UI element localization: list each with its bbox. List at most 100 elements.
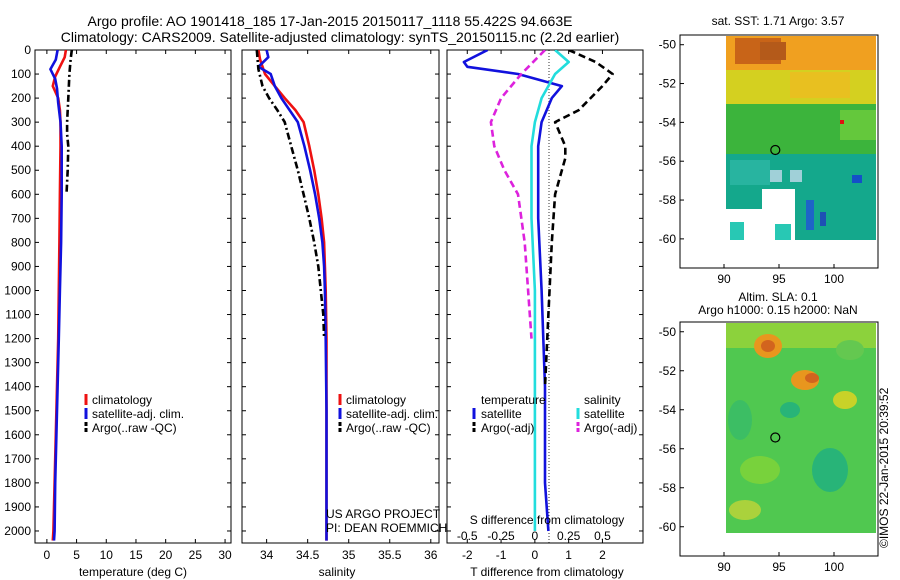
x-tick-label: 34.5 bbox=[296, 548, 320, 562]
s-tick-label: 0.25 bbox=[557, 529, 581, 543]
x-tick-label: 20 bbox=[159, 548, 173, 562]
difference-panel: -2 -1 0 1 2 -0.5 -0.25 0 0.25 0.5 S difference f… bbox=[446, 49, 644, 579]
salinity-panel: 34 34.5 35 35.5 36 salinity climatology sate… bbox=[241, 49, 447, 579]
y-tick-label: 1500 bbox=[4, 404, 31, 418]
y-tick-label: 2000 bbox=[4, 524, 31, 538]
x-tick-label: 15 bbox=[129, 548, 143, 562]
lat-tick-label: -58 bbox=[659, 193, 677, 207]
sla-map-lon-axis: 90 95 100 bbox=[717, 552, 844, 574]
salinity-axis: 34 34.5 35 35.5 36 bbox=[260, 50, 438, 562]
lat-tick-label: -56 bbox=[659, 154, 677, 168]
y-tick-label: 1700 bbox=[4, 452, 31, 466]
y-tick-label: 1300 bbox=[4, 356, 31, 370]
x-tick-label: 36 bbox=[424, 548, 438, 562]
sst-map-title: sat. SST: 1.71 Argo: 3.57 bbox=[712, 14, 845, 28]
salinity-xlabel: salinity bbox=[319, 565, 356, 579]
temperature-series bbox=[49, 50, 74, 541]
legend-label-climatology: climatology bbox=[92, 393, 152, 407]
lat-tick-label: -54 bbox=[659, 115, 677, 129]
difference-legend: temperature salinity satellite Argo(-adj… bbox=[472, 393, 637, 435]
legend-label-satellite: satellite-adj. clim. bbox=[346, 407, 438, 421]
sst-map-lat-axis: -50 -52 -54 -56 -58 -60 bbox=[659, 38, 684, 246]
legend-label-sal-argo: Argo(-adj) bbox=[584, 421, 637, 435]
temperature-plot-frame bbox=[34, 49, 232, 544]
y-tick-label: 1200 bbox=[4, 332, 31, 346]
difference-series bbox=[462, 50, 614, 532]
legend-title-temperature: temperature bbox=[481, 393, 546, 407]
x-tick-label: -1 bbox=[496, 548, 507, 562]
salinity-legend: climatology satellite-adj. clim. Argo(..… bbox=[338, 393, 438, 435]
y-tick-label: 100 bbox=[11, 67, 31, 81]
y-tick-label: 1600 bbox=[4, 428, 31, 442]
x-tick-label: 25 bbox=[189, 548, 203, 562]
x-tick-label: 1 bbox=[565, 548, 572, 562]
difference-depth-ticks bbox=[447, 49, 643, 532]
imos-timestamp: ©IMOS 22-Jan-2015 20:39:52 bbox=[877, 387, 891, 548]
legend-label-satellite: satellite-adj. clim. bbox=[92, 407, 184, 421]
temperature-axis: 0 5 10 15 20 25 30 bbox=[44, 50, 232, 562]
sla-map-title-line2: Argo h1000: 0.15 h2000: NaN bbox=[698, 303, 857, 317]
salinity-plot-frame bbox=[241, 49, 440, 544]
s-tick-label: 0.5 bbox=[594, 529, 611, 543]
lon-tick-label: 90 bbox=[717, 560, 731, 574]
project-annotation: US ARGO PROJECT bbox=[326, 507, 441, 521]
x-tick-label: 2 bbox=[599, 548, 606, 562]
t-difference-label: T difference from climatology bbox=[470, 565, 624, 579]
lat-tick-label: -52 bbox=[659, 77, 677, 91]
x-tick-label: 10 bbox=[100, 548, 114, 562]
sla-map-field bbox=[726, 323, 876, 533]
s-tick-label: -0.5 bbox=[457, 529, 478, 543]
x-tick-label: 35.5 bbox=[378, 548, 402, 562]
lon-tick-label: 90 bbox=[717, 272, 731, 286]
s-tick-label: -0.25 bbox=[487, 529, 515, 543]
x-tick-label: 34 bbox=[260, 548, 274, 562]
y-tick-label: 900 bbox=[11, 259, 31, 273]
lat-tick-label: -50 bbox=[659, 38, 677, 52]
series-line bbox=[255, 50, 326, 339]
lat-tick-label: -60 bbox=[659, 232, 677, 246]
argo-position-marker bbox=[770, 144, 781, 156]
header-subtitle: Climatology: CARS2009. Satellite-adjuste… bbox=[61, 29, 619, 45]
series-line bbox=[530, 50, 571, 531]
y-tick-label: 800 bbox=[11, 235, 31, 249]
series-line bbox=[49, 50, 64, 541]
lon-tick-label: 100 bbox=[824, 560, 844, 574]
series-line bbox=[462, 50, 564, 532]
lat-tick-label: -60 bbox=[659, 520, 677, 534]
y-tick-label: 1900 bbox=[4, 500, 31, 514]
x-tick-label: -2 bbox=[462, 548, 473, 562]
y-tick-label: 1400 bbox=[4, 380, 31, 394]
y-tick-label: 200 bbox=[11, 91, 31, 105]
y-tick-label: 700 bbox=[11, 211, 31, 225]
lat-tick-label: -56 bbox=[659, 442, 677, 456]
x-tick-label: 0 bbox=[44, 548, 51, 562]
y-tick-label: 1000 bbox=[4, 283, 31, 297]
lat-tick-label: -52 bbox=[659, 364, 677, 378]
legend-label-argo: Argo(..raw -QC) bbox=[92, 421, 177, 435]
legend-label-temp-satellite: satellite bbox=[481, 407, 522, 421]
x-tick-label: 30 bbox=[218, 548, 232, 562]
sst-map-field bbox=[726, 36, 876, 240]
lon-tick-label: 100 bbox=[824, 272, 844, 286]
y-tick-label: 600 bbox=[11, 187, 31, 201]
lat-tick-label: -50 bbox=[659, 325, 677, 339]
y-tick-label: 0 bbox=[24, 43, 31, 57]
argo-position-marker bbox=[770, 432, 781, 443]
y-tick-label: 1800 bbox=[4, 476, 31, 490]
t-difference-axis: -2 -1 0 1 2 bbox=[462, 50, 606, 562]
lon-tick-label: 95 bbox=[772, 560, 786, 574]
series-line bbox=[543, 50, 614, 387]
y-tick-label: 1100 bbox=[5, 308, 31, 322]
temperature-legend: climatology satellite-adj. clim. Argo(..… bbox=[84, 393, 184, 435]
depth-axis: 0 100 200 300 400 500 600 700 800 900 1000 1100 1200… bbox=[4, 43, 231, 538]
legend-label-temp-argo: Argo(-adj) bbox=[481, 421, 534, 435]
y-tick-label: 500 bbox=[11, 163, 31, 177]
s-tick-label: 0 bbox=[532, 529, 539, 543]
sla-map-lat-axis: -50 -52 -54 -56 -58 -60 bbox=[659, 325, 684, 534]
s-difference-label: S difference from climatology bbox=[470, 513, 625, 527]
pi-annotation: PI: DEAN ROEMMICH bbox=[326, 521, 447, 535]
y-tick-label: 300 bbox=[11, 115, 31, 129]
x-tick-label: 5 bbox=[73, 548, 80, 562]
sla-map-title-line1: Altim. SLA: 0.1 bbox=[738, 290, 818, 304]
sla-map-panel: Altim. SLA: 0.1 Argo h1000: 0.15 h2000: … bbox=[659, 290, 879, 574]
